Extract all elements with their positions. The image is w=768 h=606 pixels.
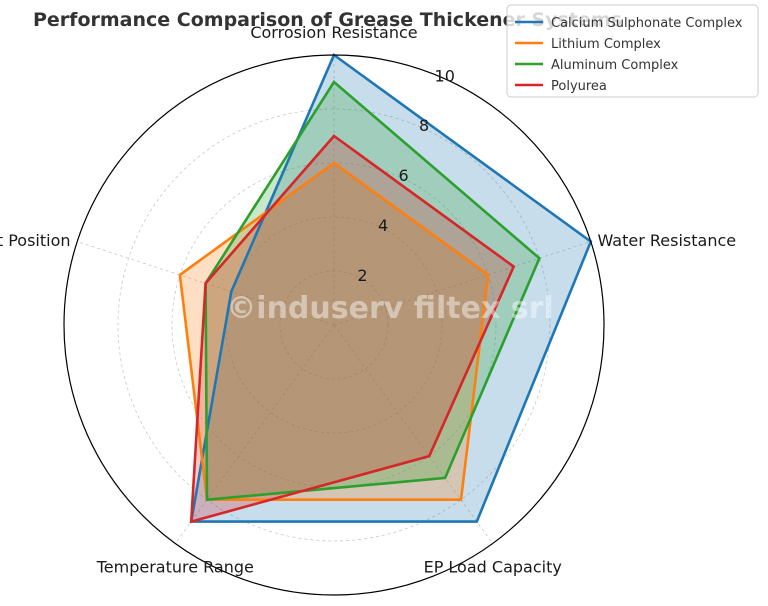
outer-ring — [63, 54, 605, 596]
tick-label-4: 4 — [378, 216, 388, 235]
grid-spoke-1 — [333, 241, 591, 326]
axis-label-1: Water Resistance — [598, 231, 737, 250]
axis-label-4: Cost Position — [0, 231, 71, 250]
series-fill-3 — [191, 136, 514, 522]
series-line-1 — [178, 161, 490, 502]
series-layer — [178, 52, 593, 524]
axis-label-2: EP Load Capacity — [424, 557, 562, 576]
grid-spoke-3 — [174, 324, 335, 544]
series-line-0 — [189, 52, 593, 523]
axis-label-3: Temperature Range — [96, 557, 254, 576]
grid-ring-8 — [117, 108, 551, 542]
series-fill-1 — [179, 163, 489, 500]
axis-label-0: Corrosion Resistance — [250, 23, 417, 42]
watermark: ©induserv filtex srl — [226, 291, 553, 326]
tick-label-8: 8 — [419, 116, 429, 135]
series-fill-0 — [191, 55, 591, 522]
legend-label-1: Lithium Complex — [551, 37, 661, 52]
series-line-2 — [204, 80, 541, 502]
grid-spoke-2 — [333, 324, 494, 544]
legend-frame — [506, 4, 759, 98]
legend-label-2: Aluminum Complex — [551, 58, 679, 73]
tick-label-10: 10 — [435, 66, 455, 85]
series-line-3 — [189, 134, 516, 524]
axis-label-layer: Corrosion Resistance Water Resistance EP L… — [0, 23, 736, 576]
chart-title: Performance Comparison of Grease Thicken… — [33, 9, 622, 31]
tick-layer: 2 4 6 8 10 — [357, 66, 454, 285]
tick-label-6: 6 — [399, 166, 409, 185]
legend: Calcium Sulphonate Complex Lithium Comple… — [506, 4, 759, 98]
legend-label-0: Calcium Sulphonate Complex — [551, 16, 743, 31]
tick-label-2: 2 — [357, 266, 367, 285]
legend-label-3: Polyurea — [551, 79, 607, 94]
